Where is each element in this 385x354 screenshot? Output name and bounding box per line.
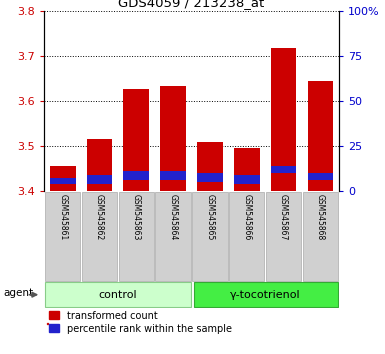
Text: GSM545867: GSM545867 <box>279 194 288 240</box>
Bar <box>308 81 333 191</box>
Bar <box>197 142 223 191</box>
Bar <box>50 166 75 191</box>
Bar <box>271 48 296 191</box>
Bar <box>124 89 149 191</box>
Bar <box>82 192 117 280</box>
Title: GDS4059 / 213238_at: GDS4059 / 213238_at <box>119 0 264 10</box>
Bar <box>234 175 259 184</box>
Bar <box>229 192 264 280</box>
Text: control: control <box>99 290 137 300</box>
Text: GSM545861: GSM545861 <box>58 194 67 240</box>
Bar <box>234 148 259 191</box>
Bar <box>156 192 191 280</box>
Bar <box>119 192 154 280</box>
Bar <box>124 171 149 180</box>
Text: GSM545863: GSM545863 <box>132 194 141 240</box>
Bar <box>197 173 223 182</box>
Bar <box>87 139 112 191</box>
Legend: transformed count, percentile rank within the sample: transformed count, percentile rank withi… <box>49 311 232 333</box>
Text: GSM545864: GSM545864 <box>169 194 177 240</box>
Bar <box>160 171 186 180</box>
Bar <box>266 192 301 280</box>
Text: GSM545866: GSM545866 <box>242 194 251 240</box>
Bar <box>45 192 80 280</box>
Bar <box>160 86 186 191</box>
Bar <box>194 282 338 307</box>
Text: GSM545862: GSM545862 <box>95 194 104 240</box>
Bar <box>87 175 112 184</box>
Bar <box>303 192 338 280</box>
Text: γ-tocotrienol: γ-tocotrienol <box>230 290 300 300</box>
Bar <box>308 173 333 180</box>
Bar <box>192 192 228 280</box>
Bar <box>271 166 296 173</box>
Text: GSM545868: GSM545868 <box>316 194 325 240</box>
Bar <box>50 178 75 184</box>
Bar <box>45 282 191 307</box>
Text: GSM545865: GSM545865 <box>206 194 214 240</box>
Text: agent: agent <box>3 289 33 298</box>
Bar <box>47 323 48 324</box>
